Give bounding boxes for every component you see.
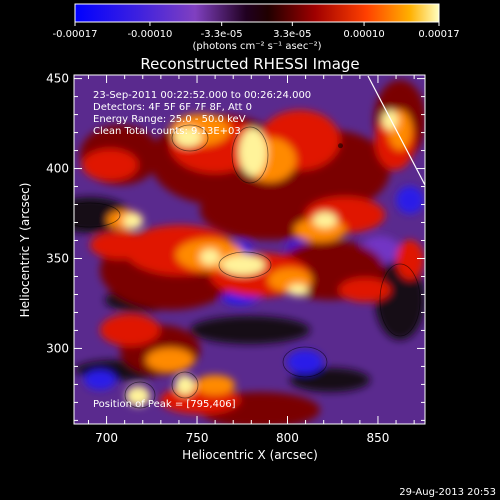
chart-title: Reconstructed RHESSI Image bbox=[140, 55, 359, 73]
heatmap-blob bbox=[339, 278, 391, 302]
heatmap-blob bbox=[382, 110, 398, 130]
colorbar bbox=[74, 3, 440, 23]
colorbar-tick-label: -0.00010 bbox=[127, 29, 172, 40]
y-tick-label: 450 bbox=[46, 72, 69, 86]
heatmap-blob bbox=[288, 284, 308, 296]
info-text: 23-Sep-2011 00:22:52.000 to 00:26:24.000… bbox=[93, 90, 311, 137]
footer-date: 29-Aug-2013 20:53 bbox=[399, 487, 496, 498]
peak-position-text: Position of Peak = [795,406] bbox=[93, 399, 236, 410]
heatmap-blob bbox=[239, 128, 267, 176]
contour-line bbox=[171, 371, 199, 399]
heatmap-blob bbox=[290, 368, 370, 392]
y-tick-label: 300 bbox=[46, 341, 69, 355]
y-axis-ticks: 300 350 400 450 bbox=[46, 72, 425, 421]
y-axis-label: Heliocentric Y (arcsec) bbox=[18, 183, 32, 318]
heatmap-blob bbox=[126, 386, 150, 406]
colorbar-tick-label: 0.00010 bbox=[343, 29, 384, 40]
contour-line bbox=[124, 381, 156, 409]
heatmap-blob bbox=[195, 375, 235, 395]
heatmap-blob bbox=[396, 240, 424, 280]
info-line: Energy Range: 25.0 - 50.0 keV bbox=[93, 114, 246, 125]
colorbar-tick-label: 3.3e-05 bbox=[273, 29, 311, 40]
y-tick-label: 400 bbox=[46, 162, 69, 176]
x-axis-label: Heliocentric X (arcsec) bbox=[182, 448, 318, 462]
heatmap-blob bbox=[174, 127, 202, 147]
info-line: 23-Sep-2011 00:22:52.000 to 00:26:24.000 bbox=[93, 90, 311, 101]
heatmap-blob bbox=[146, 348, 194, 372]
heatmap-blob bbox=[221, 255, 265, 275]
heatmap-blob bbox=[100, 314, 160, 346]
y-tick-label: 350 bbox=[46, 251, 69, 265]
colorbar-tick-label: 0.00017 bbox=[418, 29, 459, 40]
heatmap-blob bbox=[375, 260, 425, 340]
heatmap-blob bbox=[287, 350, 323, 374]
colorbar-unit-label: (photons cm⁻² s⁻¹ asec⁻²) bbox=[192, 41, 321, 52]
colorbar-tick-label: -3.3e-05 bbox=[201, 29, 243, 40]
limb-line bbox=[367, 75, 425, 186]
heatmap-blob bbox=[175, 375, 195, 395]
info-line: Detectors: 4F 5F 6F 7F 8F, Att 0 bbox=[93, 102, 252, 113]
contour-line bbox=[379, 263, 421, 337]
colorbar-tick-label: -0.00017 bbox=[53, 29, 98, 40]
peak-marker bbox=[337, 143, 343, 149]
contour-line bbox=[282, 346, 328, 378]
x-tick-label: 750 bbox=[186, 431, 209, 445]
heatmap-blob bbox=[200, 249, 220, 265]
x-tick-label: 800 bbox=[276, 431, 299, 445]
contour-line bbox=[171, 124, 209, 152]
heatmap-blob bbox=[396, 186, 424, 214]
contour-line bbox=[231, 126, 269, 184]
plot-frame bbox=[73, 74, 426, 425]
contour-line bbox=[74, 202, 121, 228]
heatmap-blob bbox=[84, 370, 116, 390]
x-axis-ticks: 700 750 800 850 bbox=[87, 75, 415, 445]
colorbar-ticks: -0.00017 -0.00010 -3.3e-05 3.3e-05 0.00010 0.… bbox=[53, 22, 460, 40]
x-tick-label: 850 bbox=[367, 431, 390, 445]
contour-line bbox=[218, 251, 272, 279]
heatmap-blob bbox=[123, 213, 143, 229]
x-tick-label: 700 bbox=[95, 431, 118, 445]
heatmap-blob bbox=[313, 212, 337, 228]
info-line: Clean Total counts: 9.13E+03 bbox=[93, 126, 241, 137]
heatmap-blob bbox=[82, 149, 138, 181]
heatmap-blob bbox=[90, 231, 150, 259]
heatmap-image bbox=[74, 75, 425, 424]
heatmap-blob bbox=[190, 316, 310, 344]
